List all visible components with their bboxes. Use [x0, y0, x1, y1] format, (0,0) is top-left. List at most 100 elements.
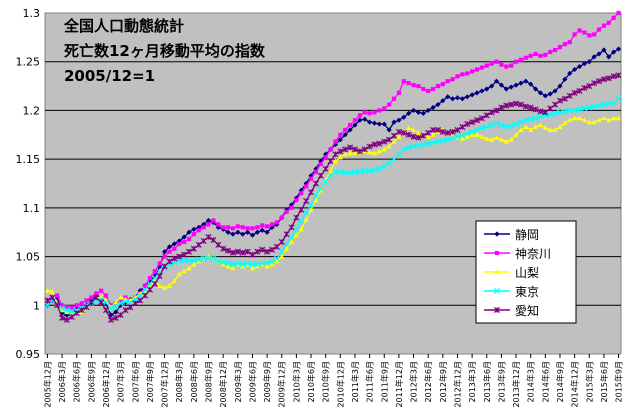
data-point [532, 115, 539, 122]
data-point [239, 261, 246, 268]
data-point [415, 134, 422, 141]
y-tick-label: 1 [33, 299, 40, 312]
data-point [84, 298, 89, 303]
data-point [362, 116, 368, 122]
data-point [610, 99, 617, 106]
data-point [357, 117, 363, 123]
data-point [240, 225, 245, 230]
data-point [318, 161, 323, 167]
data-point [229, 261, 236, 268]
data-point [313, 169, 318, 174]
data-point [508, 122, 515, 130]
data-point [64, 305, 70, 310]
data-point [420, 132, 427, 139]
data-point [288, 239, 295, 245]
x-tick-label: 2014年6月 [540, 361, 550, 402]
x-tick-label: 2011年3月 [350, 361, 360, 402]
data-point [190, 245, 197, 252]
data-point [513, 82, 519, 88]
data-point [611, 49, 617, 55]
x-tick-label: 2008年9月 [204, 361, 214, 402]
data-point [200, 255, 207, 262]
x-tick-label: 2012年12月 [452, 361, 462, 408]
data-point [586, 83, 593, 90]
data-point [562, 42, 567, 47]
x-tick-label: 2008年3月 [174, 361, 184, 402]
data-point [64, 309, 70, 315]
data-point [532, 106, 539, 113]
data-point [596, 78, 603, 85]
x-tick-label: 2007年3月 [116, 361, 126, 402]
data-point [581, 61, 587, 67]
data-point [367, 149, 373, 155]
data-point [249, 265, 256, 271]
data-point [342, 132, 348, 138]
data-point [147, 283, 153, 288]
data-point [396, 117, 402, 123]
x-tick-label: 2007年12月 [160, 361, 170, 408]
data-point [127, 299, 134, 306]
data-point [473, 117, 481, 124]
legend-marker [493, 287, 501, 295]
data-point [288, 224, 295, 231]
data-point [459, 96, 465, 102]
data-point [455, 74, 460, 79]
data-point [225, 229, 231, 235]
data-point [240, 263, 246, 269]
data-point [592, 32, 597, 37]
data-point [362, 110, 367, 115]
data-point [322, 165, 329, 172]
data-point [591, 119, 597, 125]
data-point [493, 78, 500, 84]
data-point [332, 151, 339, 158]
data-point [591, 80, 598, 87]
data-point [98, 293, 104, 299]
data-point [347, 150, 353, 156]
data-point [337, 137, 343, 143]
data-point [328, 147, 333, 152]
data-point [117, 312, 124, 319]
data-point [225, 247, 232, 254]
data-point [278, 248, 285, 255]
data-point [470, 69, 475, 74]
x-tick-label: 2010年6月 [306, 361, 316, 402]
data-point [49, 294, 56, 301]
data-point [542, 109, 549, 116]
data-point [434, 138, 441, 145]
x-tick-label: 2011年12月 [394, 361, 404, 408]
data-point [493, 107, 500, 114]
data-point [308, 173, 314, 179]
x-tick-label: 2009年12月 [277, 361, 287, 408]
data-point [532, 86, 539, 92]
data-point [186, 229, 192, 235]
data-point [78, 307, 85, 314]
data-point [473, 126, 481, 133]
data-point [264, 229, 270, 235]
data-point [528, 127, 534, 132]
data-point [400, 129, 407, 136]
data-point [182, 239, 187, 245]
x-tick-label: 2013年6月 [482, 361, 492, 402]
x-tick-label: 2005年12月 [42, 361, 52, 408]
data-point [347, 127, 353, 133]
data-point [205, 234, 212, 241]
data-point [439, 128, 446, 135]
data-point [268, 258, 276, 265]
data-point [98, 299, 105, 306]
data-point [528, 53, 533, 58]
data-point [518, 127, 524, 132]
data-point [465, 71, 470, 76]
data-point [415, 142, 422, 149]
data-point [576, 87, 583, 94]
data-point [157, 263, 163, 269]
data-point [410, 127, 417, 132]
data-point [440, 82, 445, 87]
data-point [411, 83, 416, 88]
data-point [576, 115, 583, 121]
data-point [596, 27, 602, 32]
data-point [371, 150, 378, 156]
data-point [235, 224, 240, 229]
data-point [230, 231, 236, 237]
x-tick-label: 2009年3月 [233, 361, 243, 402]
